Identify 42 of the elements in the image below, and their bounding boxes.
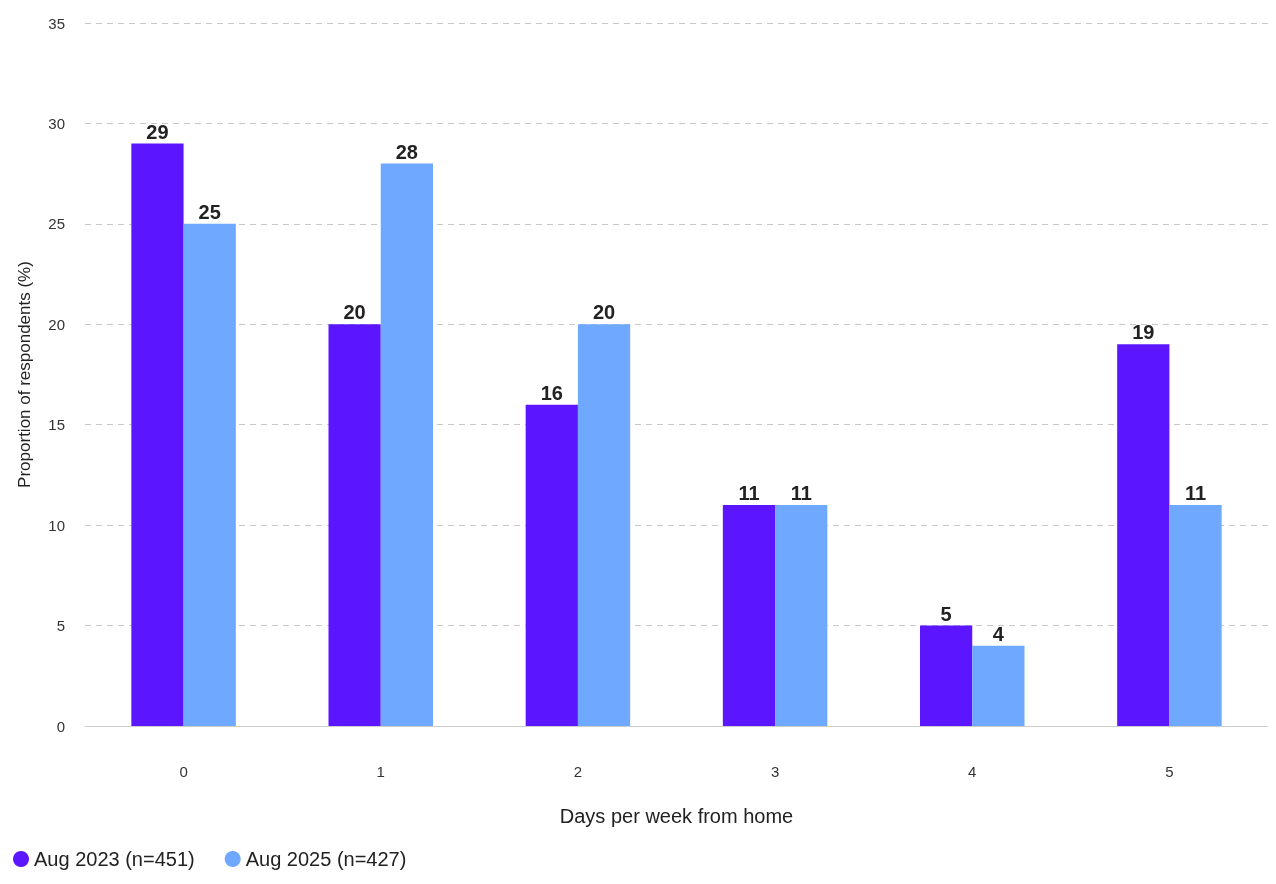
bar bbox=[380, 163, 433, 726]
bar bbox=[920, 625, 973, 726]
data-label: 20 bbox=[592, 301, 616, 324]
bar bbox=[775, 505, 828, 726]
x-tick-label: 2 bbox=[573, 763, 583, 780]
bar bbox=[525, 404, 578, 726]
data-label: 28 bbox=[395, 140, 418, 163]
y-tick-label: 15 bbox=[48, 416, 65, 434]
data-label: 11 bbox=[738, 482, 760, 505]
x-tick-label: 0 bbox=[179, 763, 188, 780]
legend-label: Aug 2025 (n=427) bbox=[245, 848, 407, 870]
data-label: 5 bbox=[940, 602, 952, 625]
x-tick-label: 4 bbox=[968, 763, 977, 780]
y-tick-label: 35 bbox=[48, 14, 65, 32]
y-axis-title: Proportion of respondents (%) bbox=[15, 261, 34, 488]
bar bbox=[328, 324, 381, 726]
bar bbox=[1169, 505, 1222, 726]
y-tick-label: 0 bbox=[56, 717, 65, 735]
y-tick-label: 5 bbox=[56, 617, 65, 635]
y-tick-label: 20 bbox=[48, 315, 65, 333]
data-label: 25 bbox=[198, 200, 221, 223]
data-label: 11 bbox=[790, 482, 812, 505]
data-label: 16 bbox=[540, 381, 563, 404]
x-axis-title: Days per week from home bbox=[559, 805, 794, 827]
bar bbox=[183, 223, 236, 726]
data-label: 19 bbox=[1132, 321, 1155, 344]
x-tick-label: 3 bbox=[770, 763, 780, 780]
bar bbox=[1117, 344, 1170, 726]
data-label: 29 bbox=[146, 120, 169, 143]
bar bbox=[722, 505, 776, 726]
data-label: 20 bbox=[343, 301, 366, 324]
y-tick-label: 10 bbox=[48, 516, 65, 534]
data-label: 4 bbox=[992, 622, 1005, 645]
y-tick-label: 25 bbox=[48, 215, 65, 233]
bar bbox=[972, 645, 1025, 726]
bar bbox=[131, 143, 184, 726]
bar bbox=[577, 324, 631, 726]
data-label: 11 bbox=[1184, 482, 1207, 505]
legend-label: Aug 2023 (n=451) bbox=[34, 848, 195, 870]
y-tick-label: 30 bbox=[48, 114, 65, 132]
x-tick-label: 1 bbox=[376, 763, 385, 780]
x-tick-label: 5 bbox=[1165, 763, 1174, 780]
